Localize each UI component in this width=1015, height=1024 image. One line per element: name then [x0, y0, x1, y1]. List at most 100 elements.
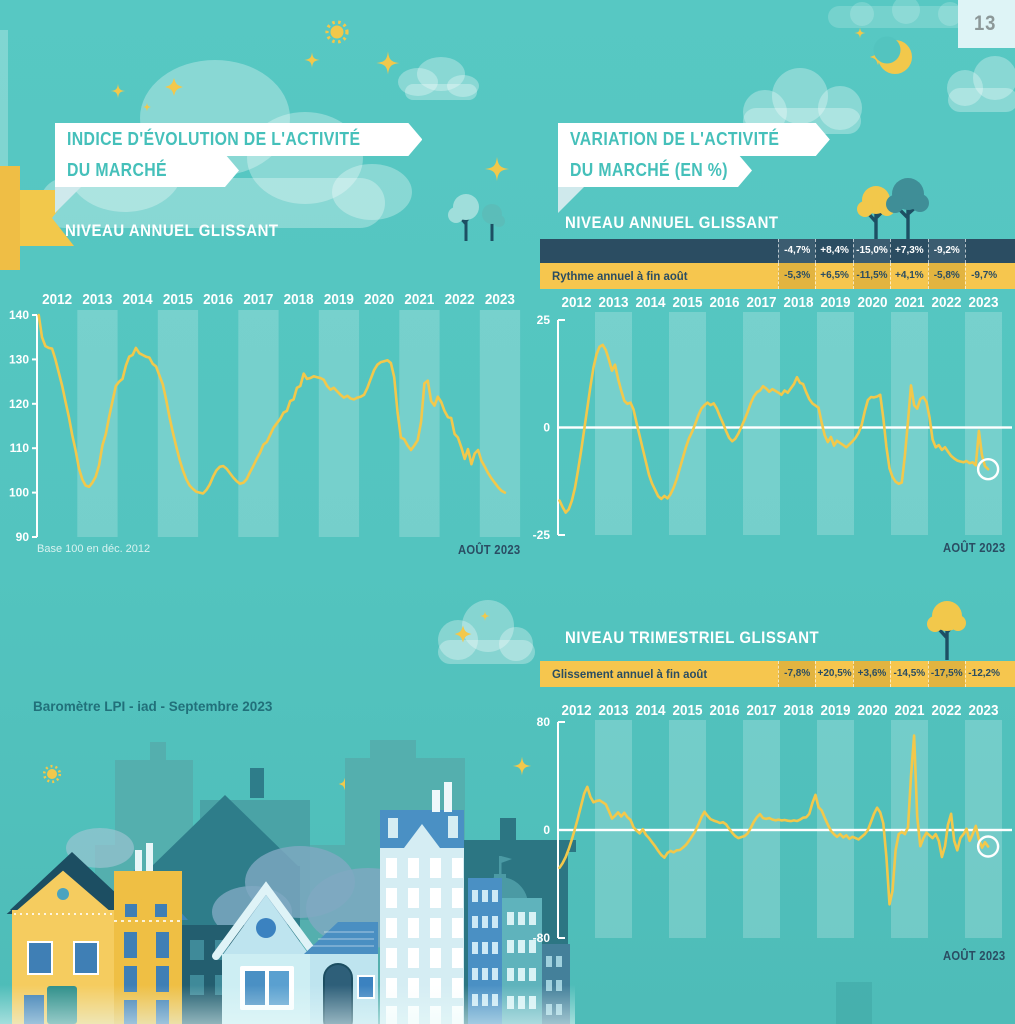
year-band	[891, 312, 928, 535]
year-band	[318, 310, 360, 537]
table-cell: -4,7%	[778, 239, 816, 263]
year-band	[669, 312, 706, 535]
quarterly-variation-table: Glissement annuel à fin août -7,8% +20,5…	[540, 661, 1015, 687]
table-filler	[1002, 239, 1015, 263]
chart-index-annuel: 2012 2013 2014 2015 2016 2017 2018 2019 2020 2021…	[9, 291, 521, 544]
sparkle-icon	[376, 51, 400, 75]
last-point-marker	[976, 457, 1000, 481]
sparkle-icon	[454, 625, 472, 643]
year-band	[77, 310, 118, 537]
banner-fold-icon	[558, 187, 584, 213]
year-band	[238, 310, 279, 537]
table-cell: +6,5%	[815, 263, 852, 289]
y-tick-label: 100	[9, 486, 29, 500]
year-band	[743, 312, 780, 535]
year-label: 2022	[932, 702, 962, 719]
tree-icon	[857, 178, 929, 240]
year-label: 2017	[747, 294, 777, 311]
year-label: 2021	[895, 702, 925, 719]
chart-variation-trimestrielle: 2012 2013 2014 2015 2016 2017 2018 2019 2020 2021…	[533, 702, 1012, 945]
cloud-icon	[0, 30, 8, 215]
year-label: 2019	[821, 702, 851, 719]
table-filler	[1002, 661, 1015, 687]
y-tick-label: 120	[9, 397, 29, 411]
table-cell: +7,3%	[890, 239, 927, 263]
year-label: 2014	[636, 702, 667, 719]
table-cell: +8,4%	[815, 239, 852, 263]
right-banner-line1: VARIATION DE L'ACTIVITÉ	[558, 123, 830, 156]
last-point-marker	[976, 835, 1000, 858]
page-number-text: 13	[973, 12, 997, 35]
table-cell: -7,8%	[778, 661, 816, 687]
sparkle-icon	[165, 78, 183, 96]
y-tick-label: 90	[16, 530, 30, 544]
y-tick-label: -80	[533, 931, 551, 945]
year-band	[479, 310, 521, 537]
table-cell: +20,5%	[815, 661, 852, 687]
table-filler	[1002, 263, 1015, 289]
base-note: Base 100 en déc. 2012	[37, 543, 151, 555]
report-footer: Baromètre LPI - iad - Septembre 2023	[33, 699, 273, 714]
chart-variation-annuelle: 2012 2013 2014 2015 2016 2017 2018 2019 2020 2021…	[533, 294, 1012, 542]
period-label: AOÛT 2023	[942, 949, 1005, 963]
year-label: 2023	[485, 291, 515, 308]
period-label: AOÛT 2023	[942, 541, 1005, 555]
table-cell: -5,3%	[778, 263, 816, 289]
year-label: 2019	[821, 294, 851, 311]
table-cell: -9,2%	[927, 239, 965, 263]
sparkle-icon	[110, 83, 126, 99]
page-number: 13	[958, 0, 1015, 48]
table-row-label: Glissement annuel à fin août	[552, 667, 708, 681]
table-cell: -5,8%	[927, 263, 965, 289]
right-annual-chart-title: NIVEAU ANNUEL GLISSANT	[565, 213, 779, 232]
right-banner: VARIATION DE L'ACTIVITÉ DU MARCHÉ (EN %)	[558, 123, 830, 213]
year-label: 2013	[82, 291, 112, 308]
year-label: 2022	[445, 291, 475, 308]
sparkle-icon	[869, 48, 887, 66]
tree-icon	[927, 601, 966, 660]
sparkle-icon	[480, 611, 490, 621]
year-band	[965, 312, 1002, 535]
annual-variation-table: -4,7% +8,4% -15,0% +7,3% -9,2% Rythme an…	[540, 239, 1015, 289]
sparkle-icon	[142, 102, 152, 112]
table-row-label: Rythme annuel à fin août	[552, 269, 688, 283]
cloud-icon	[398, 57, 479, 100]
left-banner-line2: DU MARCHÉ	[55, 154, 239, 187]
sparkle-icon	[338, 777, 352, 791]
year-label: 2021	[404, 291, 434, 308]
year-label: 2016	[710, 702, 740, 719]
right-banner-text1: VARIATION DE L'ACTIVITÉ	[570, 129, 780, 149]
far-building-silhouette	[836, 982, 872, 1024]
year-band	[595, 312, 632, 535]
year-label: 2020	[858, 702, 888, 719]
sun-icon	[325, 20, 349, 44]
sparkle-icon	[304, 52, 320, 68]
table-cell: +3,6%	[852, 661, 891, 687]
year-label: 2017	[747, 702, 777, 719]
year-label: 2018	[784, 294, 814, 311]
table-row: -4,7% +8,4% -15,0% +7,3% -9,2%	[540, 239, 1015, 263]
left-banner-text1: INDICE D'ÉVOLUTION DE L'ACTIVITÉ	[67, 129, 361, 149]
y-tick-label: 0	[543, 823, 550, 837]
left-banner-text2: DU MARCHÉ	[67, 160, 167, 180]
table-cell	[964, 239, 1002, 263]
year-label: 2013	[599, 702, 629, 719]
sun-icon	[42, 764, 62, 784]
data-line	[37, 313, 507, 495]
left-chart-title: NIVEAU ANNUEL GLISSANT	[65, 221, 279, 240]
y-tick-label: 80	[537, 715, 551, 729]
year-label: 2023	[969, 702, 999, 719]
year-label: 2015	[163, 291, 193, 308]
period-label: AOÛT 2023	[457, 543, 520, 557]
zero-line	[558, 426, 1012, 429]
y-tick-label: 140	[9, 308, 29, 322]
left-banner: INDICE D'ÉVOLUTION DE L'ACTIVITÉ DU MARC…	[55, 123, 422, 213]
year-label: 2012	[562, 294, 592, 311]
year-label: 2013	[599, 294, 629, 311]
table-cell: -14,5%	[890, 661, 927, 687]
year-label: 2018	[784, 702, 814, 719]
tree-icon	[448, 194, 505, 241]
year-label: 2014	[123, 291, 154, 308]
banner-fold-icon	[55, 187, 81, 213]
